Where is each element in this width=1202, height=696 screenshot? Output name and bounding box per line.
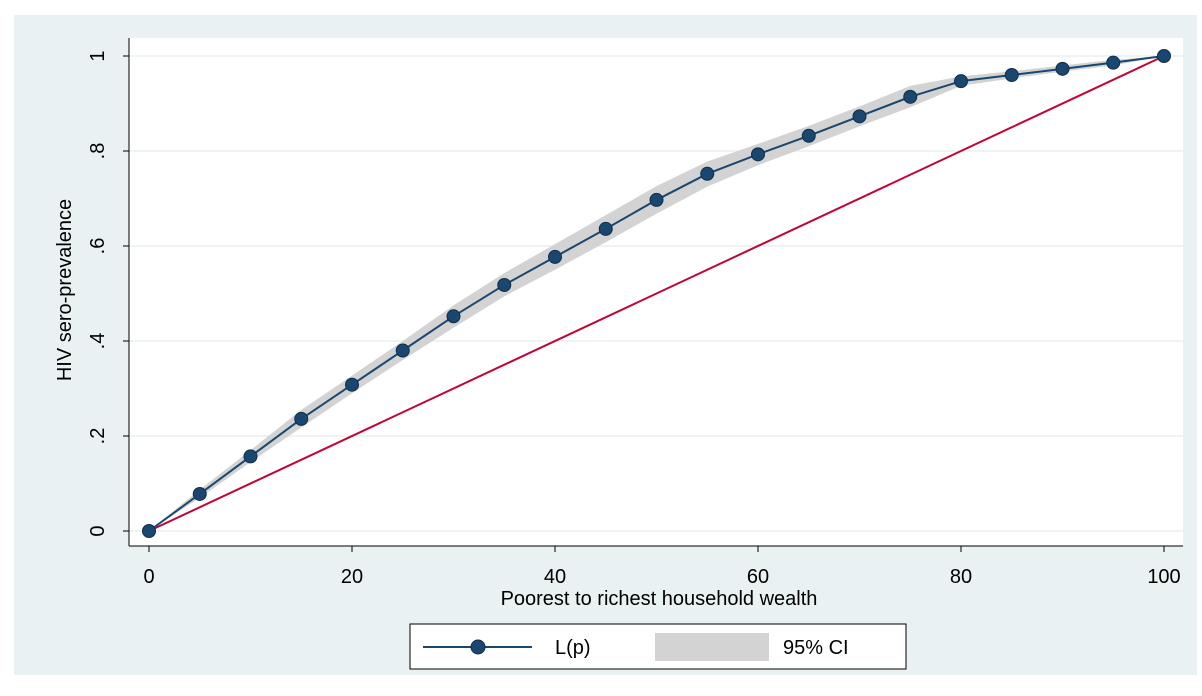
y-tick-label-1: .2 <box>87 428 109 445</box>
y-axis-title: HIV sero-prevalence <box>54 199 76 381</box>
lp-point-3 <box>294 411 309 426</box>
lp-point-10 <box>649 192 664 207</box>
lp-point-11 <box>700 166 715 181</box>
lp-point-16 <box>954 74 968 89</box>
markers <box>142 49 1171 538</box>
lp-point-14 <box>852 109 867 124</box>
grid <box>129 55 1183 532</box>
lp-point-9 <box>598 221 613 236</box>
y-tick-label-3: .6 <box>87 238 109 255</box>
lp-point-4 <box>345 377 359 392</box>
x-tick-label-3: 60 <box>747 566 769 588</box>
legend: L(p) 95% CI <box>409 623 907 670</box>
legend-label-lp: L(p) <box>555 637 591 659</box>
lp-point-8 <box>548 249 562 264</box>
legend-marker-swatch <box>470 639 486 655</box>
lp-point-18 <box>1055 61 1070 76</box>
lp-point-6 <box>446 309 461 324</box>
x-tick-label-2: 40 <box>544 566 566 588</box>
lp-point-1 <box>192 486 207 501</box>
lp-point-0 <box>142 524 156 538</box>
y-tick-label-2: .4 <box>87 333 109 350</box>
lp-point-20 <box>1157 49 1171 63</box>
y-tick-label-5: 1 <box>87 50 109 61</box>
legend-label-ci: 95% CI <box>783 637 849 659</box>
plot-area <box>129 38 1183 546</box>
x-tick-label-5: 100 <box>1147 566 1180 588</box>
lp-point-7 <box>497 277 512 292</box>
axes: 0 .2 .4 .6 .8 1 0 20 40 60 80 100 <box>87 38 1183 588</box>
legend-ci-swatch <box>655 633 769 661</box>
lp-point-17 <box>1004 68 1019 82</box>
lp-point-19 <box>1106 55 1121 70</box>
x-axis-title: Poorest to richest household wealth <box>501 588 818 610</box>
lp-point-15 <box>903 89 918 104</box>
lp-point-12 <box>751 147 765 162</box>
lp-point-13 <box>801 128 816 143</box>
x-tick-label-4: 80 <box>950 566 972 588</box>
lp-point-5 <box>395 343 410 358</box>
x-tick-label-1: 20 <box>341 566 363 588</box>
x-tick-label-0: 0 <box>143 566 154 588</box>
y-tick-label-0: 0 <box>87 525 109 536</box>
equality-line <box>148 55 1165 532</box>
lp-point-2 <box>243 449 258 464</box>
y-tick-label-4: .8 <box>87 143 109 160</box>
